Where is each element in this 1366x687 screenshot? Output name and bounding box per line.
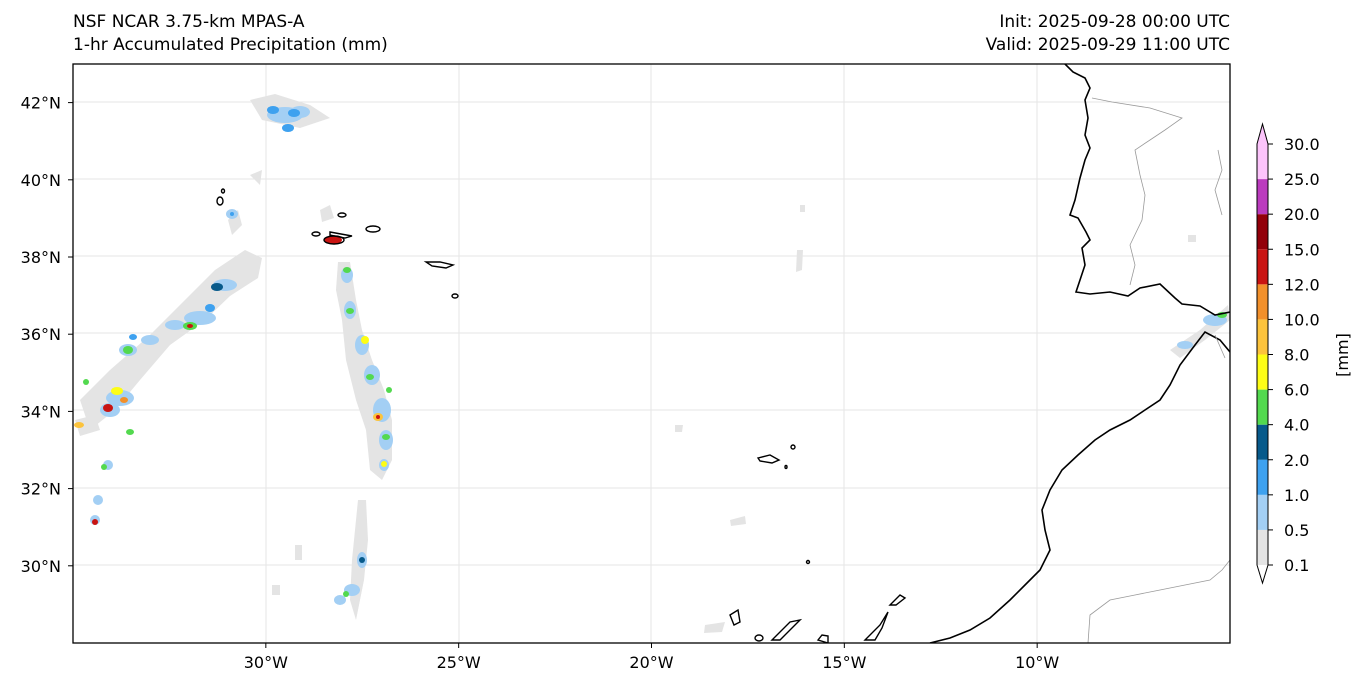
lat-tick-label: 30°N [21,557,61,576]
lat-tick-label: 42°N [21,94,61,113]
colorbar-tick-label: 0.5 [1284,521,1309,540]
lon-tick-label: 30°W [244,653,288,672]
coastline-africa [929,330,1230,643]
lat-tick-label: 34°N [21,402,61,421]
colorbar-segment [1257,284,1268,320]
lon-tick-label: 10°W [1015,653,1059,672]
madeira-islands [756,444,796,470]
lat-tick-label: 38°N [21,248,61,267]
precip-heavy-cells [74,106,1227,597]
colorbar-tick-label: 4.0 [1284,416,1309,435]
precip-light-areas [75,94,1230,633]
title-model: NSF NCAR 3.75-km MPAS-A [73,12,305,32]
colorbar-tick-label: 10.0 [1284,310,1320,329]
colorbar-over-arrow [1257,124,1268,144]
colorbar-tick-label: 0.1 [1284,556,1309,575]
colorbar-segment [1257,529,1268,565]
colorbar-tick-label: 1.0 [1284,486,1309,505]
graticule [73,64,1230,643]
colorbar-under-arrow [1257,565,1268,583]
colorbar-segment [1257,214,1268,250]
border-spain-east [1214,149,1223,216]
title-field: 1-hr Accumulated Precipitation (mm) [73,35,388,55]
latitude-axis: 42°N 40°N 38°N 36°N 34°N 32°N 30°N [21,94,73,576]
colorbar-tick-label: 25.0 [1284,170,1320,189]
colorbar-segment [1257,424,1268,460]
lon-tick-label: 15°W [822,653,866,672]
lon-tick-label: 20°W [629,653,673,672]
colorbar-tick-label: 20.0 [1284,205,1320,224]
colorbar-segment [1257,389,1268,425]
colorbar-segment [1257,459,1268,495]
colorbar-segment [1257,144,1268,180]
lat-tick-label: 36°N [21,325,61,344]
colorbar-segment [1257,249,1268,285]
canary-islands [729,559,907,643]
colorbar-label: [mm] [1333,333,1352,377]
colorbar-tick-label: 12.0 [1284,275,1320,294]
lat-tick-label: 40°N [21,171,61,190]
init-time: Init: 2025-09-28 00:00 UTC [999,12,1230,32]
colorbar-segment [1257,354,1268,390]
lat-tick-label: 32°N [21,480,61,499]
colorbar-segment [1257,319,1268,355]
colorbar-segment [1257,179,1268,215]
colorbar-tick-label: 2.0 [1284,451,1309,470]
colorbar-tick-label: 15.0 [1284,240,1320,259]
colorbar: 0.1 0.5 1.0 2.0 4.0 6.0 8.0 10.0 12.0 15.0 20.0 25.… [1256,122,1320,585]
border-portugal-spain [1091,97,1183,286]
valid-time: Valid: 2025-09-29 11:00 UTC [985,35,1230,55]
colorbar-tick-label: 30.0 [1284,135,1320,154]
colorbar-tick-label: 8.0 [1284,346,1309,365]
longitude-axis: 30°W 25°W 20°W 15°W 10°W [244,643,1059,672]
colorbar-tick-label: 6.0 [1284,381,1309,400]
border-morocco-algeria [1087,559,1230,643]
colorbar-segment [1257,494,1268,530]
azores-islands [216,188,459,299]
lon-tick-label: 25°W [437,653,481,672]
coastline-iberia [1064,64,1230,316]
border-ceuta [1214,334,1226,359]
